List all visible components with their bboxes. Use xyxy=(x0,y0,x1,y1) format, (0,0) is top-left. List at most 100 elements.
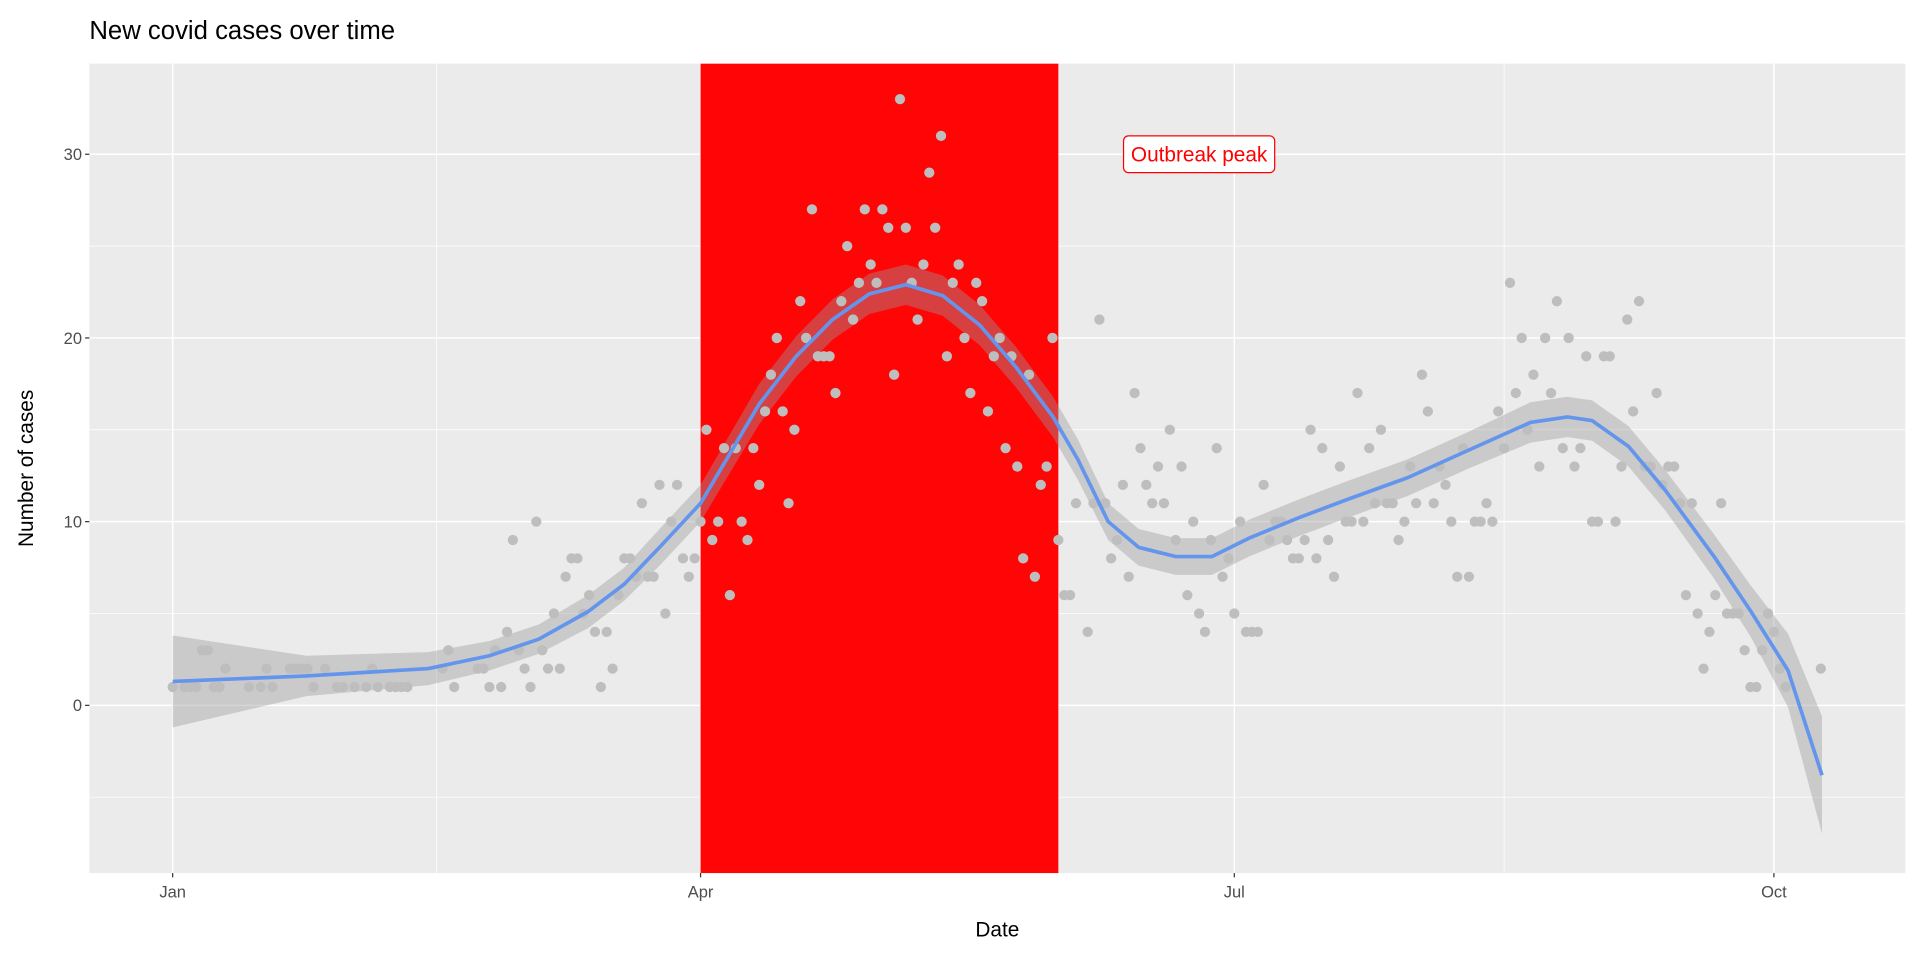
data-point xyxy=(1346,516,1357,527)
data-point xyxy=(1410,498,1422,509)
data-point xyxy=(824,351,835,362)
data-point xyxy=(701,424,712,435)
data-point xyxy=(261,663,272,674)
annotation-box xyxy=(1122,135,1276,174)
data-point xyxy=(1563,332,1574,344)
data-point xyxy=(1041,461,1052,472)
data-point xyxy=(1217,571,1228,582)
annotation-text: Outbreak peak xyxy=(1131,144,1268,167)
data-point xyxy=(1252,626,1263,638)
data-point xyxy=(707,534,718,546)
data-point xyxy=(1475,516,1486,527)
data-point xyxy=(1188,516,1199,527)
data-point xyxy=(971,277,982,288)
data-point xyxy=(1135,443,1146,454)
data-point xyxy=(1522,424,1533,435)
data-point xyxy=(1604,351,1615,362)
data-point xyxy=(1399,516,1410,527)
data-point xyxy=(1229,608,1240,619)
data-point xyxy=(736,516,747,527)
data-point xyxy=(1622,314,1633,325)
data-point xyxy=(1182,589,1193,601)
data-point xyxy=(1780,681,1791,693)
data-point xyxy=(1581,351,1592,362)
data-point xyxy=(842,240,853,252)
data-point xyxy=(836,296,847,307)
data-point xyxy=(654,479,665,491)
data-point xyxy=(994,332,1005,344)
x-tick-label: Jan xyxy=(159,883,186,902)
y-axis-title: Number of cases xyxy=(15,390,38,547)
data-point xyxy=(789,424,800,435)
data-point xyxy=(1264,534,1275,546)
y-tick-label: 20 xyxy=(64,329,82,348)
data-point xyxy=(1094,314,1105,325)
data-point xyxy=(1147,498,1158,509)
data-point xyxy=(1610,516,1621,527)
data-point xyxy=(689,553,700,564)
data-point xyxy=(1651,387,1662,399)
x-tick-label: Oct xyxy=(1761,883,1787,902)
data-point xyxy=(1223,553,1234,564)
data-point xyxy=(777,406,788,417)
data-point xyxy=(1592,516,1604,527)
data-point xyxy=(1815,663,1826,674)
data-point xyxy=(1692,608,1703,619)
data-point xyxy=(1070,498,1082,509)
data-point xyxy=(1328,571,1340,582)
data-point xyxy=(1035,479,1046,491)
data-point xyxy=(214,681,225,693)
data-point xyxy=(918,259,929,270)
data-point xyxy=(1164,424,1175,435)
data-point xyxy=(713,516,724,527)
data-point xyxy=(660,608,671,619)
data-point xyxy=(1680,589,1692,601)
data-point xyxy=(349,681,360,693)
data-point xyxy=(525,681,536,693)
data-point xyxy=(1768,626,1780,638)
data-point xyxy=(478,663,489,674)
data-point xyxy=(912,314,923,325)
data-point xyxy=(830,387,841,399)
data-point xyxy=(1047,332,1058,344)
data-point xyxy=(1616,461,1627,472)
data-point xyxy=(1170,534,1181,546)
data-point xyxy=(1123,571,1134,582)
data-point xyxy=(625,553,636,564)
data-point xyxy=(320,663,331,674)
data-point xyxy=(1176,461,1187,472)
data-point xyxy=(1739,645,1750,656)
data-point xyxy=(800,332,812,344)
data-point xyxy=(1053,534,1064,546)
data-point xyxy=(1211,443,1222,454)
data-point xyxy=(1751,681,1762,693)
data-point xyxy=(765,369,777,380)
data-point xyxy=(1704,626,1715,638)
data-point xyxy=(1686,498,1697,509)
data-point xyxy=(1710,589,1721,601)
data-point xyxy=(1311,553,1322,564)
data-point xyxy=(671,479,683,491)
data-point xyxy=(795,296,806,307)
data-point xyxy=(1105,553,1117,564)
data-point xyxy=(595,681,606,693)
data-point xyxy=(1528,369,1539,380)
data-point xyxy=(1029,571,1041,582)
data-point xyxy=(372,681,384,693)
data-point xyxy=(1534,461,1545,472)
data-point xyxy=(888,369,900,380)
data-point xyxy=(865,259,876,270)
data-point xyxy=(982,406,994,417)
data-point xyxy=(589,626,601,638)
data-point xyxy=(965,387,976,399)
data-point xyxy=(988,351,999,362)
data-point xyxy=(1000,443,1011,454)
data-point xyxy=(1317,443,1328,454)
chart-title: New covid cases over time xyxy=(89,17,395,45)
smooth-trend-line xyxy=(172,282,1824,776)
data-point xyxy=(953,259,964,270)
data-point xyxy=(1375,424,1387,435)
data-point xyxy=(1082,626,1093,638)
data-point xyxy=(806,204,818,215)
